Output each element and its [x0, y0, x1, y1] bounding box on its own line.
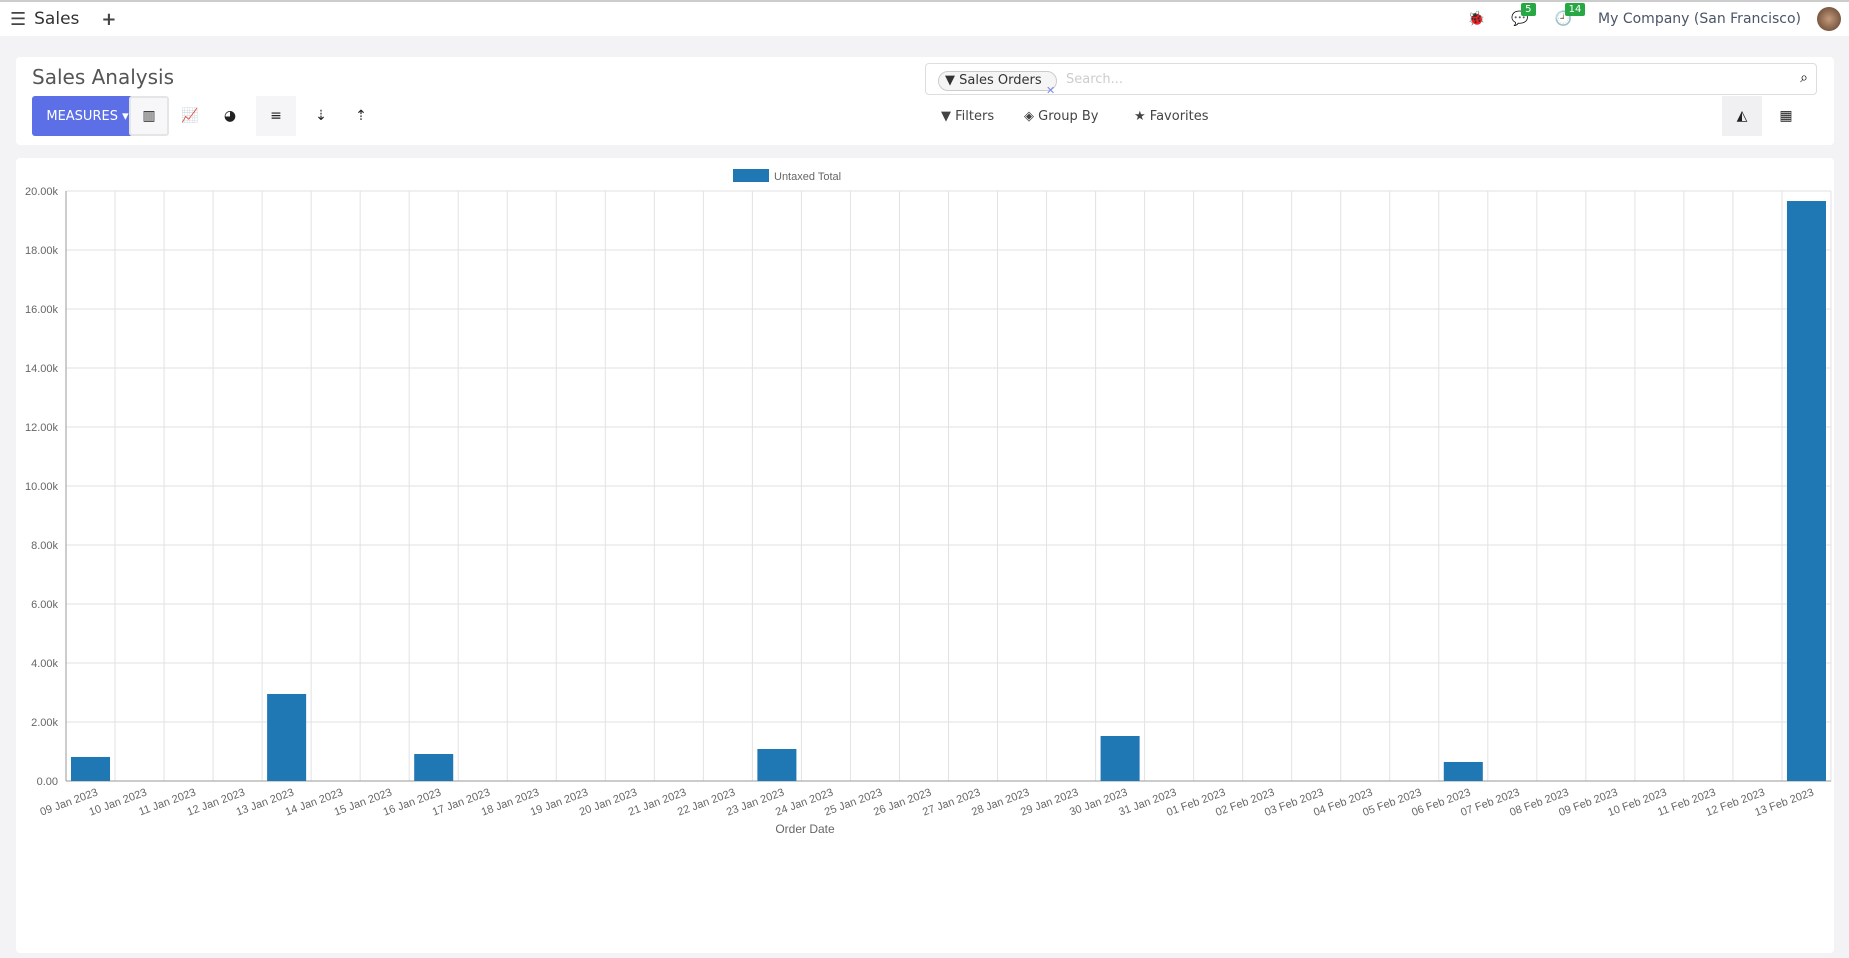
- search-icon[interactable]: ⌕: [1800, 70, 1808, 86]
- plus-icon[interactable]: +: [101, 8, 117, 30]
- hamburger-menu-icon[interactable]: ☰: [10, 8, 27, 30]
- filters-button[interactable]: ▼ Filters: [941, 109, 995, 124]
- bar: [1443, 761, 1483, 781]
- filters-label: Filters: [955, 109, 995, 124]
- y-tick-label: 2.00k: [31, 717, 58, 729]
- messages-badge: 5: [1521, 3, 1536, 16]
- y-tick-label: 16.00k: [25, 304, 59, 316]
- user-avatar[interactable]: [1817, 7, 1841, 31]
- y-tick-label: 20.00k: [25, 186, 59, 198]
- company-switcher[interactable]: My Company (San Francisco): [1598, 11, 1801, 27]
- chart-container: 0.00 2.00k 4.00k 6.00k 8.00k 10.00k 12.00k 14.0…: [16, 158, 1834, 953]
- control-panel: Sales Analysis MEASURES ▾ ▥ 📈 ◕ ≡ ⇣ ⇡ ▼ …: [16, 57, 1834, 145]
- bar: [267, 693, 307, 781]
- favorites-button[interactable]: ★ Favorites: [1134, 109, 1209, 124]
- group-by-button[interactable]: ◈ Group By: [1024, 109, 1099, 124]
- y-tick-label: 14.00k: [25, 363, 59, 375]
- y-tick-label: 12.00k: [25, 422, 59, 434]
- y-tick-label: 4.00k: [31, 658, 58, 670]
- messages-icon[interactable]: 💬 5: [1511, 3, 1536, 27]
- measures-label: MEASURES: [46, 108, 118, 124]
- search-bar[interactable]: ▼ Sales Orders ✕ Search... ⌕: [925, 63, 1817, 97]
- pivot-view-button[interactable]: ▦: [1779, 108, 1793, 124]
- bar: [71, 756, 111, 781]
- stacked-button[interactable]: ≡: [256, 96, 296, 136]
- facet-label: Sales Orders: [959, 73, 1042, 88]
- filter-facet[interactable]: ▼ Sales Orders: [938, 71, 1057, 91]
- top-navbar: ☰ Sales + 🐞 💬 5 🕘 14 My Company (San Franc…: [0, 0, 1849, 36]
- sort-ascending-button[interactable]: ⇡: [355, 108, 367, 124]
- bar: [1100, 736, 1140, 781]
- graph-view-button[interactable]: ◭: [1722, 96, 1762, 136]
- bar: [757, 748, 797, 781]
- y-tick-label: 18.00k: [25, 245, 59, 257]
- bar: [1786, 201, 1826, 781]
- bar-chart-button[interactable]: ▥: [129, 96, 169, 136]
- group-by-label: Group By: [1038, 109, 1099, 124]
- sort-descending-button[interactable]: ⇣: [315, 108, 327, 124]
- measures-button[interactable]: MEASURES ▾: [32, 96, 143, 136]
- y-tick-label: 10.00k: [25, 481, 59, 493]
- pie-chart-button[interactable]: ◕: [223, 108, 237, 124]
- debug-bug-icon[interactable]: 🐞: [1467, 11, 1486, 27]
- page-title: Sales Analysis: [32, 65, 174, 89]
- legend-label: Untaxed Total: [774, 171, 841, 183]
- x-axis-title: Order Date: [775, 822, 835, 836]
- y-tick-label: 0.00: [37, 776, 58, 788]
- bar-chart: 0.00 2.00k 4.00k 6.00k 8.00k 10.00k 12.00k 14.0…: [25, 169, 1832, 836]
- activities-badge: 14: [1564, 3, 1586, 16]
- favorites-label: Favorites: [1149, 109, 1209, 124]
- y-tick-label: 6.00k: [31, 599, 58, 611]
- activities-clock-icon[interactable]: 🕘 14: [1555, 3, 1586, 27]
- y-tick-label: 8.00k: [31, 540, 58, 552]
- remove-facet-icon[interactable]: ✕: [1046, 84, 1056, 97]
- search-input[interactable]: Search...: [1066, 72, 1124, 87]
- legend-swatch: [733, 169, 769, 182]
- app-title[interactable]: Sales: [34, 9, 80, 29]
- line-chart-button[interactable]: 📈: [181, 108, 199, 124]
- bar: [414, 754, 454, 781]
